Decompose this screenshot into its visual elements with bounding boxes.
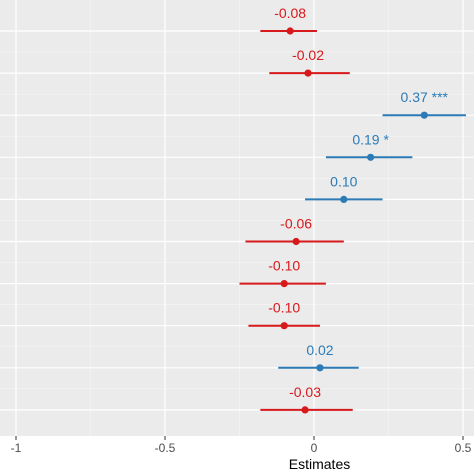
estimate-label: 0.10 xyxy=(330,173,357,189)
estimate-marks: -0.08 -0.02 0.37 *** 0.19 * 0.10 -0.06 -0.10 -0… xyxy=(239,5,466,414)
x-tick-label: -1 xyxy=(11,441,22,455)
estimate-label: -0.06 xyxy=(280,216,312,232)
major-gridlines xyxy=(0,0,474,436)
x-tick-label: 0 xyxy=(311,441,318,455)
estimate-label: -0.03 xyxy=(289,384,321,400)
x-axis-ticks: -1 -0.5 0 0.5 xyxy=(11,436,472,455)
estimate-label: 0.02 xyxy=(306,342,333,358)
estimate-point xyxy=(367,153,375,161)
estimate-label: 0.19 * xyxy=(352,131,389,147)
plot-panel xyxy=(0,0,474,436)
estimate-label: -0.10 xyxy=(268,258,300,274)
estimate-point xyxy=(280,322,288,330)
estimate-point xyxy=(304,69,312,77)
estimate-label: -0.10 xyxy=(268,300,300,316)
estimate-label: -0.08 xyxy=(274,5,306,21)
estimate-point xyxy=(340,195,348,203)
estimate-point xyxy=(301,406,309,414)
estimate-point xyxy=(420,111,428,119)
x-tick-label: 0.5 xyxy=(455,441,472,455)
x-axis-title: Estimates xyxy=(289,456,350,472)
estimate-point xyxy=(286,27,294,35)
estimate-label: 0.37 *** xyxy=(401,89,449,105)
estimate-point xyxy=(292,237,300,246)
x-tick-label: -0.5 xyxy=(155,441,176,455)
estimate-point xyxy=(316,364,324,372)
estimate-label: -0.02 xyxy=(292,47,324,63)
estimate-point xyxy=(280,280,288,288)
